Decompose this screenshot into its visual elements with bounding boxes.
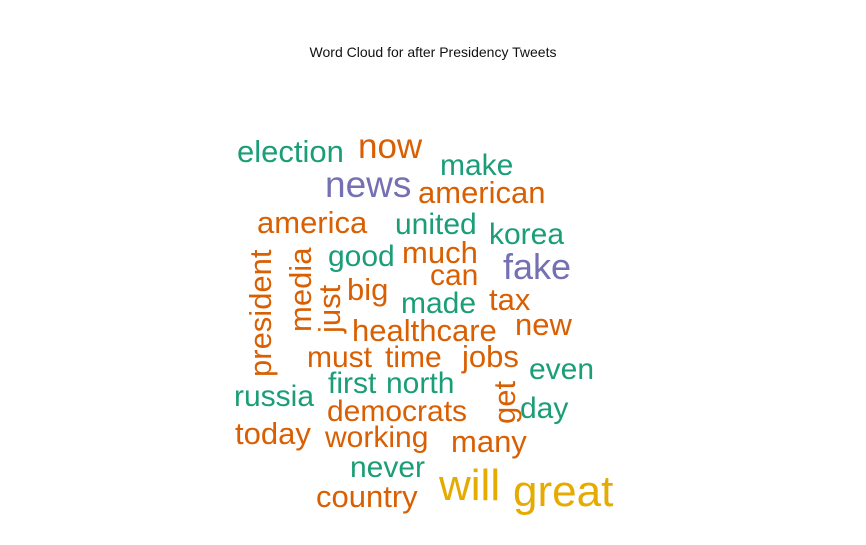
word-even: even [529, 353, 594, 386]
word-time: time [385, 341, 442, 374]
word-korea: korea [489, 218, 564, 251]
word-day: day [520, 392, 568, 425]
word-working: working [324, 421, 428, 454]
word-great: great [513, 467, 613, 516]
word-make: make [440, 149, 513, 182]
word-russia: russia [234, 380, 314, 413]
word-can: can [430, 259, 478, 292]
word-united: united [395, 208, 477, 241]
word-media: media [283, 247, 318, 332]
word-democrats: democrats [327, 395, 467, 428]
word-now: now [358, 127, 423, 166]
word-today: today [235, 416, 311, 451]
word-news: news [325, 164, 411, 205]
word-made: made [401, 287, 476, 320]
chart-title: Word Cloud for after Presidency Tweets [309, 44, 557, 60]
word-country: country [316, 479, 418, 514]
word-new: new [515, 307, 572, 342]
word-tax: tax [489, 282, 531, 317]
word-much: much [402, 235, 478, 270]
word-many: many [451, 424, 527, 459]
word-america: america [257, 205, 368, 240]
word-north: north [386, 367, 454, 400]
word-good: good [328, 240, 395, 273]
word-first: first [328, 367, 377, 400]
word-president: president [243, 249, 278, 377]
word-just: just [312, 284, 347, 334]
word-never: never [350, 451, 425, 484]
word-get: get [487, 381, 522, 424]
word-election: election [237, 134, 344, 169]
word-big: big [347, 272, 388, 307]
word-jobs: jobs [461, 339, 519, 374]
word-american: american [418, 175, 546, 210]
word-healthcare: healthcare [352, 313, 497, 348]
word-must: must [307, 341, 373, 374]
word-fake: fake [503, 246, 571, 287]
word-will: will [438, 461, 500, 510]
